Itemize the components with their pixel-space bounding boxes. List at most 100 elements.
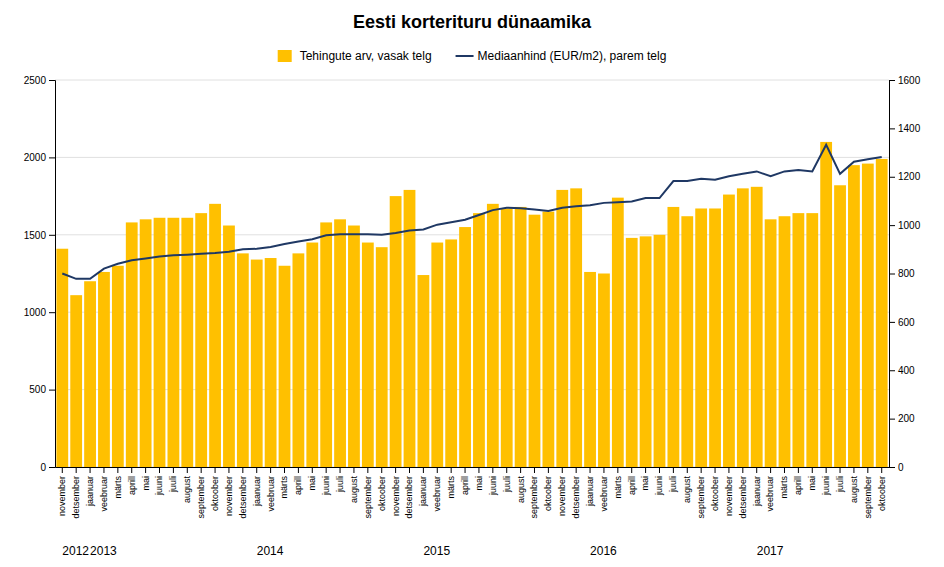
tick-label: jaanuar xyxy=(85,476,95,507)
tick-label: 1500 xyxy=(24,230,47,241)
tick: oktoober xyxy=(210,467,220,511)
bar xyxy=(834,185,846,467)
tick-mark xyxy=(312,467,313,473)
tick-label: november xyxy=(57,476,67,516)
tick-mark xyxy=(478,467,479,473)
bar xyxy=(459,227,471,467)
bar xyxy=(542,212,554,467)
bar xyxy=(723,195,735,467)
bar xyxy=(667,207,679,467)
bar xyxy=(98,272,110,467)
bar xyxy=(445,239,457,467)
tick-mark xyxy=(534,467,535,473)
tick: märts xyxy=(613,467,623,499)
tick-label: september xyxy=(529,476,539,519)
annotations: 201220132014201520162017 xyxy=(62,544,783,558)
tick: mai xyxy=(141,467,151,491)
tick: september xyxy=(363,467,373,519)
tick-label: august xyxy=(849,476,859,504)
bar xyxy=(348,226,360,467)
chart: novemberdetsemberjaanuarveebruarmärtsapr… xyxy=(0,0,944,567)
tick-label: detsember xyxy=(571,476,581,519)
tick-label: 0 xyxy=(40,462,46,473)
tick-label: aprill xyxy=(127,476,137,495)
tick-label: jaanuar xyxy=(752,476,762,507)
tick: aprill xyxy=(627,467,637,495)
year-label: 2014 xyxy=(257,544,284,558)
tick: 2000 xyxy=(24,152,55,163)
axis-line xyxy=(890,81,896,468)
tick-mark xyxy=(548,467,549,473)
tick-mark xyxy=(889,322,895,323)
tick-label: jaanuar xyxy=(252,476,262,507)
tick-mark xyxy=(889,177,895,178)
tick-label: mai xyxy=(307,476,317,491)
bar xyxy=(681,216,693,467)
bar xyxy=(695,208,707,467)
tick: 2500 xyxy=(24,75,55,86)
tick-mark xyxy=(770,467,771,473)
tick: mai xyxy=(640,467,650,491)
grid-line xyxy=(55,234,889,235)
tick-label: märts xyxy=(279,476,289,499)
tick: oktoober xyxy=(377,467,387,511)
legend-swatch xyxy=(456,55,474,57)
tick: juuni xyxy=(821,467,831,496)
bar xyxy=(515,207,527,467)
bar xyxy=(292,253,304,467)
tick-mark xyxy=(506,467,507,473)
bar-series xyxy=(56,142,887,467)
bar xyxy=(792,213,804,467)
tick-label: mai xyxy=(141,476,151,491)
grid-line xyxy=(55,312,889,313)
tick-label: oktoober xyxy=(377,476,387,511)
plot-area: novemberdetsemberjaanuarveebruarmärtsapr… xyxy=(24,75,921,558)
legend-item: Mediaanhind (EUR/m2), parem telg xyxy=(456,49,667,63)
tick: 800 xyxy=(889,268,915,279)
bar xyxy=(473,213,485,467)
tick-mark xyxy=(242,467,243,473)
tick-label: jaanuar xyxy=(585,476,595,507)
tick-mark xyxy=(853,467,854,473)
tick-label: aprill xyxy=(793,476,803,495)
bar xyxy=(848,165,860,467)
tick-label: juuni xyxy=(154,476,164,496)
tick-mark xyxy=(76,467,77,473)
tick-label: veebruar xyxy=(765,476,775,512)
tick-mark xyxy=(520,467,521,473)
bar xyxy=(501,208,513,467)
tick-mark xyxy=(228,467,229,473)
bar xyxy=(417,275,429,467)
tick-label: detsember xyxy=(71,476,81,519)
tick-mark xyxy=(49,235,55,236)
tick-mark xyxy=(867,467,868,473)
legend-swatch xyxy=(278,50,292,62)
tick: 1500 xyxy=(24,230,55,241)
tick: 500 xyxy=(29,384,55,395)
tick-mark xyxy=(49,312,55,313)
tick: august xyxy=(515,467,525,503)
tick-label: juuli xyxy=(335,476,345,493)
tick-mark xyxy=(631,467,632,473)
tick-mark xyxy=(701,467,702,473)
tick: veebruar xyxy=(765,467,775,512)
tick-mark xyxy=(201,467,202,473)
tick-label: 1000 xyxy=(24,307,47,318)
bar xyxy=(237,253,249,467)
tick-label: mai xyxy=(474,476,484,491)
axis-line xyxy=(49,81,56,468)
bar xyxy=(765,219,777,467)
legend: Tehingute arv, vasak telg Mediaanhind (EU… xyxy=(278,49,667,63)
tick: aprill xyxy=(293,467,303,495)
tick: märts xyxy=(113,467,123,499)
bar xyxy=(209,204,221,467)
tick: märts xyxy=(446,467,456,499)
tick-label: oktoober xyxy=(543,476,553,511)
tick: 600 xyxy=(889,317,915,328)
bar xyxy=(390,196,402,467)
tick: 400 xyxy=(889,365,915,376)
bar xyxy=(806,213,818,467)
x-axis: novemberdetsemberjaanuarveebruarmärtsapr… xyxy=(56,467,890,519)
tick-mark xyxy=(423,467,424,473)
legend-item: Tehingute arv, vasak telg xyxy=(278,49,432,63)
